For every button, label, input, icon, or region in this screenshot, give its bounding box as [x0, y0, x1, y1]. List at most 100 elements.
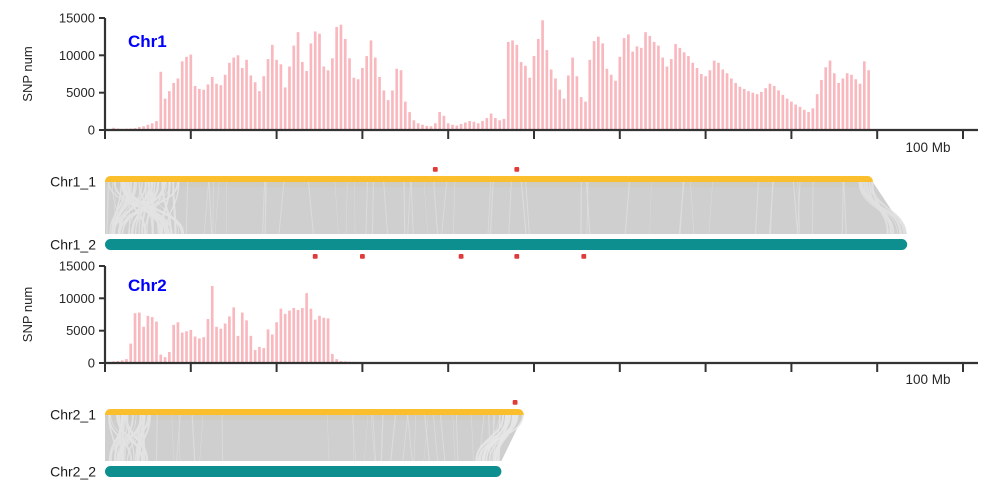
snp-bar: [369, 40, 373, 130]
snp-bar: [717, 62, 720, 130]
synteny-strand: [106, 181, 110, 235]
snp-bar: [322, 66, 326, 130]
synteny-strand: [433, 181, 439, 235]
snp-bar: [129, 343, 133, 363]
synteny-strand: [363, 414, 369, 462]
snp-bar: [361, 68, 364, 130]
snp-bar: [249, 335, 253, 363]
snp-bar: [258, 346, 261, 363]
snp-bar: [579, 97, 583, 130]
synteny-strand: [131, 181, 134, 235]
snp-bar: [202, 337, 205, 363]
snp-bar: [228, 62, 231, 130]
synteny-strand: [413, 414, 417, 462]
snp-bar: [712, 60, 716, 131]
synteny-strand: [471, 414, 474, 462]
snp-bar: [296, 32, 300, 130]
variant-marker: [514, 254, 520, 259]
synteny-strand: [113, 181, 117, 235]
snp-bar: [326, 70, 330, 130]
snp-bar: [262, 76, 266, 130]
synteny-strand: [137, 414, 151, 462]
snp-bar: [403, 101, 407, 130]
snp-bar: [378, 76, 381, 130]
variant-marker: [312, 254, 318, 259]
snp-bar: [837, 82, 840, 130]
snp-bar: [228, 316, 231, 363]
snp-bar: [305, 293, 308, 363]
synteny-strand: [432, 414, 439, 462]
snp-bar: [142, 126, 145, 130]
snp-bar: [566, 75, 570, 130]
synteny-strand: [203, 181, 209, 235]
snp-bar: [639, 47, 643, 131]
snp-bar: [408, 112, 411, 130]
snp-bar: [159, 354, 163, 363]
synteny-strand: [370, 414, 375, 462]
snp-bar: [296, 309, 300, 363]
snp-bar: [150, 317, 154, 363]
snp-bar: [176, 78, 180, 130]
snp-bar: [721, 69, 725, 130]
snp-bar: [318, 315, 321, 363]
chr2-title: Chr2: [128, 276, 167, 295]
synteny-ribbon: [105, 182, 908, 234]
snp-bar: [674, 44, 677, 130]
snp-bar: [755, 94, 759, 130]
snp-bar: [781, 94, 785, 130]
y-tick-label: 5000: [66, 85, 95, 100]
y-tick-label: 0: [88, 356, 95, 371]
snp-bar: [764, 88, 767, 130]
snp-bar: [687, 56, 690, 130]
synteny-strand: [144, 181, 153, 235]
synteny-strand: [520, 181, 527, 235]
snp-bar: [288, 66, 291, 130]
snp-bar: [554, 78, 557, 130]
snp-bar: [292, 308, 296, 363]
snp-bar: [309, 43, 313, 130]
snp-bar: [669, 59, 673, 130]
snp-bar: [185, 56, 188, 130]
snp-bar: [292, 45, 296, 130]
snp-bar: [210, 76, 214, 130]
snp-bar: [391, 90, 394, 130]
synteny-strand: [172, 181, 177, 235]
snp-bar: [215, 83, 218, 130]
synteny-strand: [452, 414, 456, 462]
snp-bar: [206, 319, 210, 363]
snp-bar: [395, 68, 399, 130]
snp-bar: [185, 331, 188, 363]
synteny-strand: [479, 414, 500, 462]
synteny-ribbon: [105, 415, 524, 461]
snp-bar: [382, 90, 386, 130]
variant-marker: [458, 254, 464, 259]
snp-bar: [811, 108, 815, 130]
snp-bar: [253, 82, 257, 130]
synteny-strand: [383, 181, 389, 235]
synteny-strand: [441, 181, 448, 235]
snp-bar: [464, 122, 467, 130]
snp-bar: [245, 320, 248, 363]
snp-bar: [528, 77, 532, 130]
snp-bar: [399, 70, 403, 130]
snp-bar: [305, 71, 308, 130]
synteny-strand: [479, 414, 509, 462]
snp-bar: [301, 62, 304, 130]
synteny-strand: [126, 414, 149, 462]
synteny-strand: [128, 181, 131, 235]
snp-bar: [283, 87, 287, 130]
snp-bar: [193, 336, 197, 363]
chr1-title: Chr1: [128, 32, 167, 51]
snp-bar: [562, 98, 566, 130]
synteny-strand: [624, 181, 630, 235]
snp-bar: [446, 123, 450, 130]
synteny-strand: [371, 181, 374, 235]
snp-bar: [270, 44, 274, 130]
synteny-strand: [115, 414, 127, 462]
synteny-strand: [111, 181, 127, 235]
snp-bar: [532, 56, 536, 130]
snp-bar: [635, 46, 639, 131]
chr1-variant-markers: [312, 167, 587, 259]
y-tick-label: 0: [88, 123, 95, 138]
synteny-strand: [191, 414, 196, 462]
